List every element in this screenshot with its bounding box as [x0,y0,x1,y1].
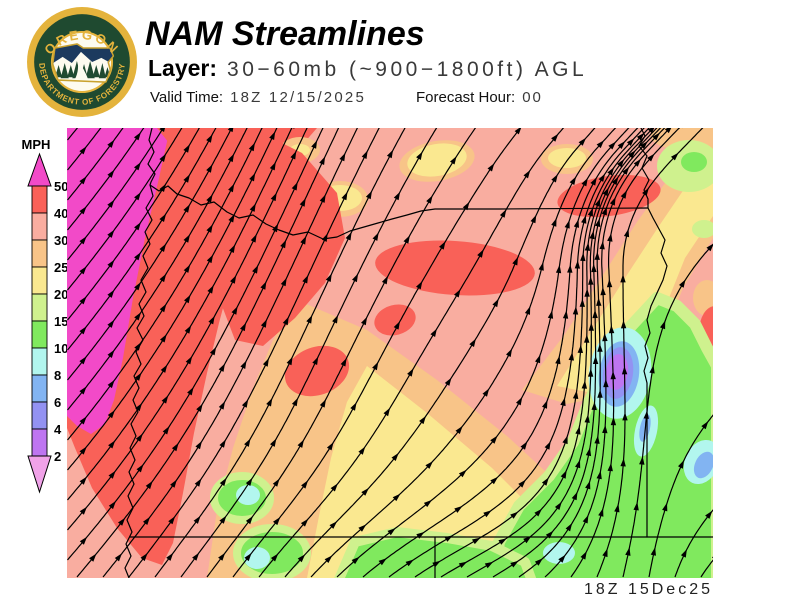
streamline [232,128,522,578]
layer-label: Layer: [148,55,218,81]
forecast-hour-label: Forecast Hour: [415,89,516,106]
streamline [67,128,263,441]
streamline [700,559,713,578]
legend-title: MPH [22,137,51,152]
streamline [67,128,217,351]
valid-time-label: Valid Time: [150,89,224,106]
wind-speed-region [236,485,260,505]
legend-band [31,239,48,268]
streamline-map [67,128,713,578]
legend-band [31,293,48,322]
streamline [67,128,248,411]
columbia-river-border [149,184,649,240]
legend-band [31,374,48,403]
streamline [258,128,565,578]
streamline [596,128,704,578]
wind-speed-region [548,148,586,168]
streamline [310,128,617,578]
wind-speed-region [375,240,535,296]
legend-tick-label: 25 [54,260,68,275]
oregon-state-scene [51,43,115,83]
wind-speed-region [693,451,713,479]
legend-tick-label: 8 [54,368,61,383]
legend-tick-label: 6 [54,395,61,410]
wind-speed-region [543,542,575,564]
valid-time-row: Valid Time: 18Z 12/15/2025 Forecast Hour… [150,89,543,106]
streamline [414,128,650,578]
streamline [67,128,124,201]
streamline [67,128,102,171]
layer-value: 30−60mb (~900−1800ft) AGL [227,58,588,81]
legend-tick-label: 10 [54,341,68,356]
streamline [336,128,630,578]
legend-band [31,320,48,349]
wind-speed-region [67,128,170,434]
legend-tick-label: 2 [54,449,61,464]
streamline [440,128,654,578]
odf-logo: OREGON DEPARTMENT OF FORESTRY [26,6,138,118]
legend-band [31,185,48,214]
wind-speed-region [284,345,350,397]
wind-speed-legend: MPH 50 40 30 25 20 15 10 8 6 4 2 [22,137,68,494]
legend-tick-label: 4 [54,422,62,437]
streamline [206,128,477,578]
streamline [570,128,681,578]
legend-arrow-top [27,152,52,187]
legend-band [31,347,48,376]
streamline [544,128,671,578]
legend-tick-label: 20 [54,287,68,302]
wind-speed-region [605,354,629,390]
legend-tick-label: 30 [54,233,68,248]
legend-tick-label: 15 [54,314,68,329]
wind-speed-region [693,280,713,316]
layer-row: Layer: 30−60mb (~900−1800ft) AGL [148,55,587,82]
streamlines [67,128,713,578]
streamline [648,414,713,578]
legend-arrow-bottom [27,455,52,494]
streamline [362,128,639,578]
forecast-hour-value: 00 [522,89,543,106]
streamline [67,128,183,291]
valid-time-value: 18Z 12/15/2025 [230,89,366,106]
wind-speed-region [486,292,713,578]
streamline [284,128,596,578]
map-timestamp: 18Z 15Dec25 [583,581,713,598]
legend-band [31,266,48,295]
legend-tick-label: 40 [54,206,68,221]
legend-band [31,428,48,457]
wind-speed-region [692,220,713,238]
legend-band [31,212,48,241]
wind-speed-region [244,547,270,569]
wind-speed-region [522,128,713,404]
legend-band [31,401,48,430]
logo-river [74,58,89,80]
page-title: NAM Streamlines [145,15,425,53]
streamline [67,128,79,141]
odf-logo-svg: OREGON DEPARTMENT OF FORESTRY [27,7,137,117]
streamline [388,128,645,578]
legend-tick-label: 50 [54,179,68,194]
wind-speed-region [681,152,707,172]
